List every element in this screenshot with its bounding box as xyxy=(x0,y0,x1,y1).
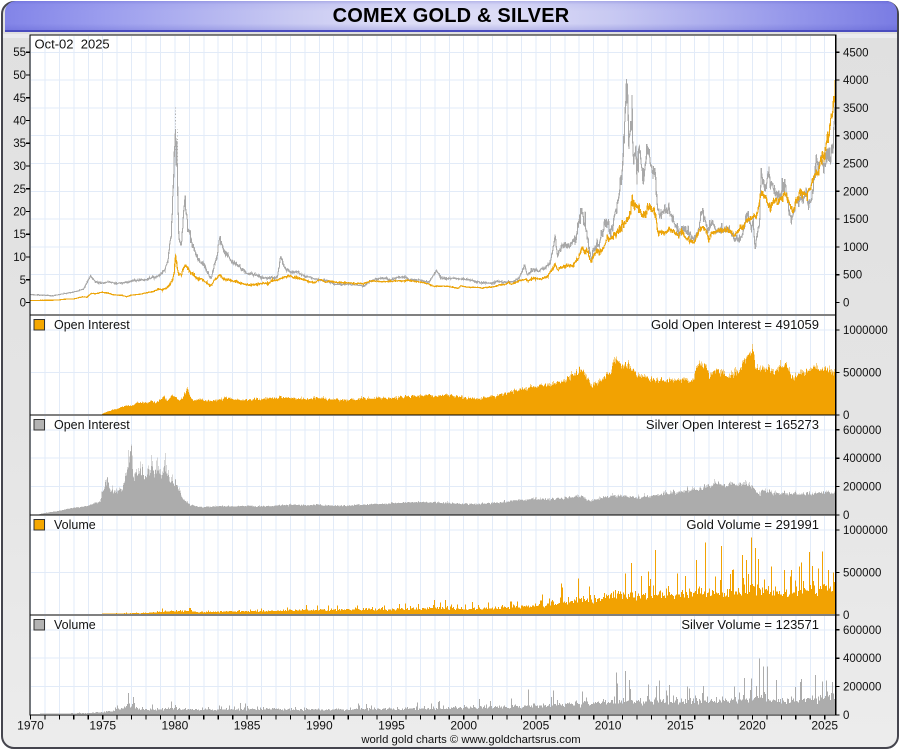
svg-text:1000: 1000 xyxy=(843,242,869,254)
svg-text:4000: 4000 xyxy=(843,75,869,87)
svg-text:2500: 2500 xyxy=(843,159,869,171)
svg-text:Volume: Volume xyxy=(54,518,96,532)
svg-text:Gold Open Interest = 491059: Gold Open Interest = 491059 xyxy=(651,317,819,332)
svg-text:world gold charts © www.goldch: world gold charts © www.goldchartsrus.co… xyxy=(360,734,580,746)
svg-text:1000000: 1000000 xyxy=(843,525,888,537)
svg-text:1975: 1975 xyxy=(89,719,116,733)
svg-text:Silver Volume = 123571: Silver Volume = 123571 xyxy=(681,617,819,632)
svg-text:0: 0 xyxy=(843,710,849,722)
svg-text:1000000: 1000000 xyxy=(843,325,888,337)
svg-text:2020: 2020 xyxy=(739,719,766,733)
svg-text:3500: 3500 xyxy=(843,103,869,115)
svg-text:Oct-02 2025: Oct-02 2025 xyxy=(35,37,110,52)
svg-text:3000: 3000 xyxy=(843,131,869,143)
svg-text:10: 10 xyxy=(13,252,26,264)
svg-text:Silver Open Interest = 165273: Silver Open Interest = 165273 xyxy=(646,417,819,432)
svg-text:55: 55 xyxy=(13,47,26,59)
svg-text:600000: 600000 xyxy=(843,625,881,637)
svg-text:0: 0 xyxy=(843,610,849,622)
svg-text:500: 500 xyxy=(843,270,862,282)
svg-text:2000: 2000 xyxy=(843,186,869,198)
svg-text:50: 50 xyxy=(13,70,26,82)
svg-text:2015: 2015 xyxy=(667,719,694,733)
svg-text:5: 5 xyxy=(20,275,26,287)
svg-text:0: 0 xyxy=(20,298,26,310)
svg-text:2005: 2005 xyxy=(523,719,550,733)
svg-text:1500: 1500 xyxy=(843,214,869,226)
svg-text:40: 40 xyxy=(13,116,26,128)
svg-text:1970: 1970 xyxy=(17,719,44,733)
svg-text:1995: 1995 xyxy=(378,719,405,733)
svg-text:Open Interest: Open Interest xyxy=(54,318,130,332)
svg-text:0: 0 xyxy=(843,510,849,522)
svg-text:2025: 2025 xyxy=(811,719,838,733)
svg-text:600000: 600000 xyxy=(843,425,881,437)
svg-text:400000: 400000 xyxy=(843,653,881,665)
svg-text:1985: 1985 xyxy=(234,719,261,733)
svg-text:2010: 2010 xyxy=(595,719,622,733)
svg-text:15: 15 xyxy=(13,229,26,241)
svg-text:Volume: Volume xyxy=(54,618,96,632)
svg-text:200000: 200000 xyxy=(843,482,881,494)
svg-text:0: 0 xyxy=(843,298,849,310)
svg-text:Open Interest: Open Interest xyxy=(54,418,130,432)
svg-text:45: 45 xyxy=(13,93,26,105)
svg-text:0: 0 xyxy=(843,410,849,422)
svg-text:20: 20 xyxy=(13,207,26,219)
svg-text:4500: 4500 xyxy=(843,47,869,59)
svg-text:35: 35 xyxy=(13,138,26,150)
svg-text:1980: 1980 xyxy=(162,719,189,733)
svg-text:25: 25 xyxy=(13,184,26,196)
svg-text:200000: 200000 xyxy=(843,682,881,694)
svg-text:1990: 1990 xyxy=(306,719,333,733)
svg-text:2000: 2000 xyxy=(450,719,477,733)
svg-text:30: 30 xyxy=(13,161,26,173)
svg-text:500000: 500000 xyxy=(843,568,881,580)
svg-text:400000: 400000 xyxy=(843,453,881,465)
svg-text:500000: 500000 xyxy=(843,368,881,380)
svg-text:Gold Volume = 291991: Gold Volume = 291991 xyxy=(686,517,819,532)
